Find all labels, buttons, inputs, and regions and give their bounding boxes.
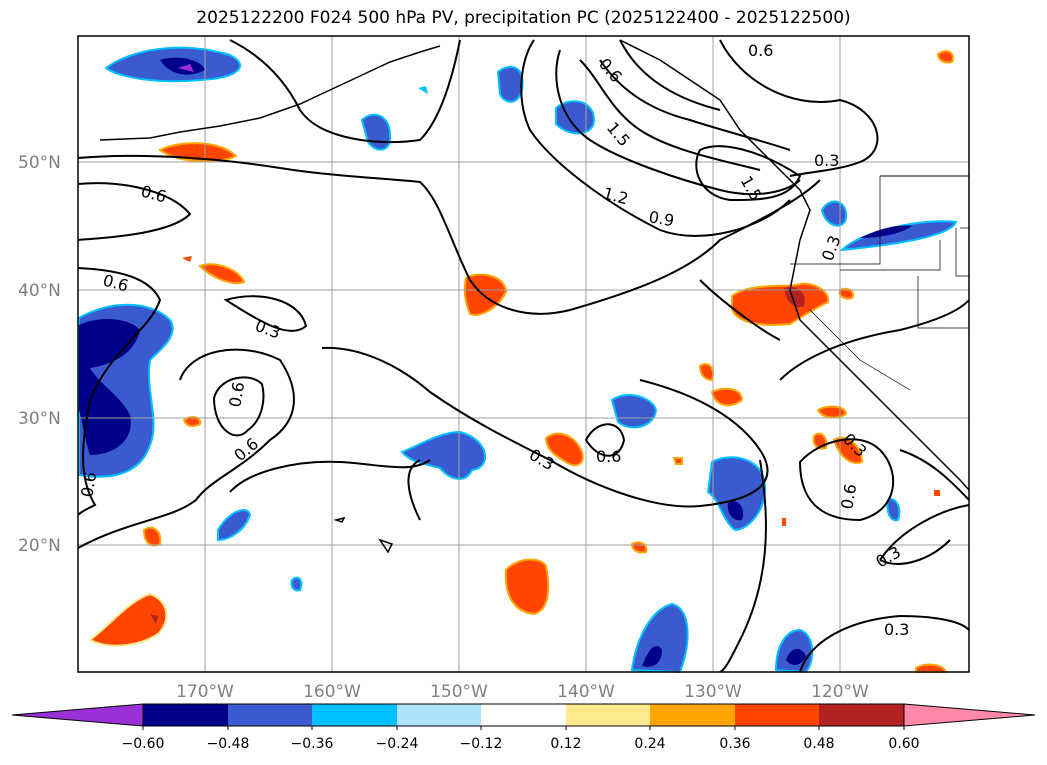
colorbar-tick-label: −0.60	[122, 736, 165, 752]
colorbar-segment	[735, 704, 819, 726]
svg-text:0.9: 0.9	[647, 207, 675, 230]
lon-label: 120°W	[811, 682, 869, 702]
lat-label: 40°N	[18, 281, 61, 301]
lon-label: 130°W	[684, 682, 742, 702]
colorbar-tick-label: 0.24	[634, 736, 665, 752]
colorbar-segment	[228, 704, 312, 726]
colorbar-tick-label: −0.12	[460, 736, 503, 752]
lon-label: 160°W	[303, 682, 361, 702]
colorbar-segment	[819, 704, 904, 726]
svg-text:0.6: 0.6	[225, 380, 248, 408]
negative-precip-areas	[78, 46, 958, 674]
svg-text:0.3: 0.3	[814, 151, 839, 170]
colorbar-tick-label: 0.12	[550, 736, 581, 752]
lat-label: 20°N	[18, 536, 61, 556]
colorbar-segment	[481, 704, 566, 726]
svg-text:0.6: 0.6	[837, 482, 860, 510]
colorbar-segment	[397, 704, 481, 726]
colorbar-tick-label: 0.60	[888, 736, 919, 752]
latitude-labels: 50°N 40°N 30°N 20°N	[18, 153, 61, 556]
map-title: 2025122200 F024 500 hPa PV, precipitatio…	[196, 8, 851, 28]
lon-label: 170°W	[176, 682, 234, 702]
colorbar-extend-high	[903, 703, 1036, 727]
colorbar-segment	[566, 704, 650, 726]
positive-precip-areas	[88, 50, 954, 673]
colorbar-segment	[312, 704, 397, 726]
graticule	[78, 36, 969, 672]
svg-text:0.6: 0.6	[596, 447, 621, 466]
lat-label: 30°N	[18, 409, 61, 429]
coastlines	[99, 39, 970, 554]
colorbar-segment	[143, 704, 228, 726]
colorbar-tick-label: −0.36	[291, 736, 334, 752]
svg-text:0.6: 0.6	[748, 41, 773, 60]
colorbar-tick-label: 0.48	[803, 736, 834, 752]
longitude-labels: 170°W 160°W 150°W 140°W 130°W 120°W	[176, 682, 869, 702]
pv-contours	[77, 39, 970, 673]
colorbar-segment	[650, 704, 735, 726]
colorbar-extend-low	[11, 703, 144, 727]
lat-label: 50°N	[18, 153, 61, 173]
colorbar: −0.60 −0.48 −0.36 −0.24 −0.12 0.12 0.24 …	[11, 703, 1036, 752]
colorbar-tick-label: −0.48	[207, 736, 250, 752]
lon-label: 140°W	[557, 682, 615, 702]
lon-label: 150°W	[430, 682, 488, 702]
state-borders	[790, 176, 969, 391]
map-frame	[77, 35, 970, 673]
svg-text:0.6: 0.6	[77, 470, 100, 498]
colorbar-tick-label: 0.36	[719, 736, 750, 752]
colorbar-tick-label: −0.24	[376, 736, 419, 752]
svg-text:0.3: 0.3	[884, 620, 909, 639]
